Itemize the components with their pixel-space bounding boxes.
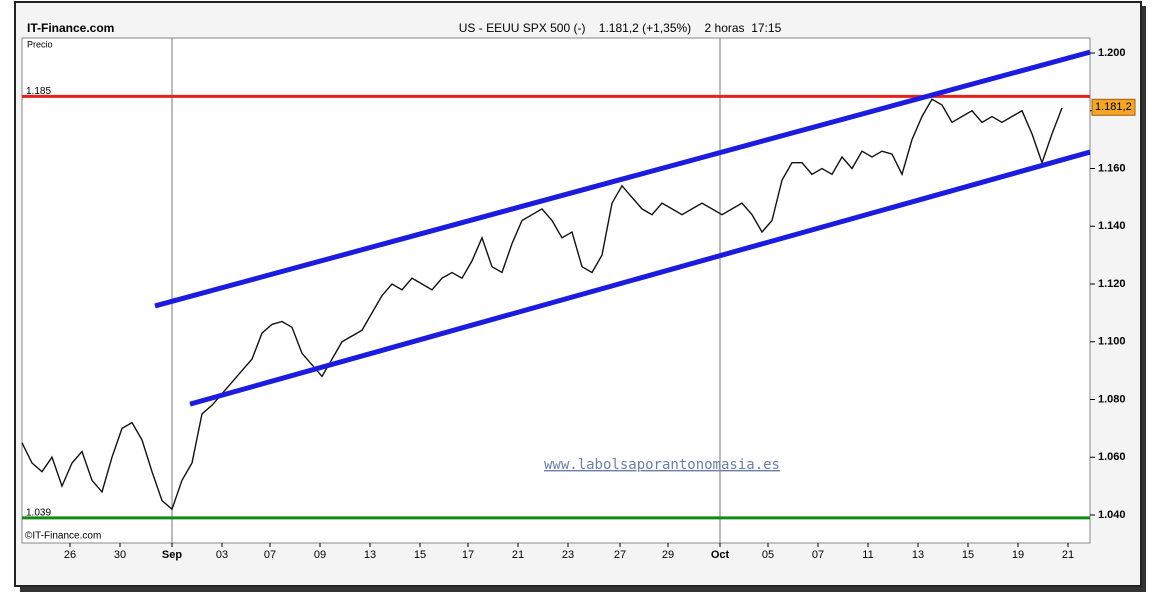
x-tick-label: 15: [962, 549, 974, 561]
level-label: 1.039: [26, 508, 51, 519]
x-tick-label: 11: [862, 549, 873, 561]
x-tick-label: 23: [562, 549, 574, 561]
y-tick-label: 1.160: [1098, 162, 1126, 174]
copyright: ©IT-Finance.com: [25, 531, 101, 542]
last-price-box: [1091, 98, 1136, 116]
chart-title: US - EEUU SPX 500 (-) 1.181,2 (+1,35%) 2…: [459, 21, 782, 35]
x-tick-label: 05: [762, 549, 774, 561]
price-line: [21, 98, 1063, 511]
x-tick-label: 21: [512, 549, 524, 561]
y-tick-label: 1.200: [1098, 47, 1126, 59]
level-label: 1.185: [26, 86, 51, 97]
x-tick-label: 07: [264, 549, 276, 561]
x-tick-label: 07: [812, 549, 824, 561]
channel-line: [154, 49, 1091, 309]
x-tick-label: 13: [364, 549, 376, 561]
y-tick-label: 1.040: [1098, 509, 1126, 521]
watermark: www.labolsaporantonomasia.es: [544, 457, 780, 473]
y-tick-label: 1.120: [1098, 278, 1126, 290]
x-tick-label: 13: [912, 549, 924, 561]
plot-area: [21, 37, 1091, 544]
x-tick-label: 19: [1012, 549, 1024, 561]
x-tick-label: 15: [414, 549, 426, 561]
x-tick-label: 09: [314, 549, 326, 561]
x-tick-label: 27: [614, 549, 626, 561]
channel-line: [189, 149, 1091, 407]
y-tick-label: 1.140: [1098, 220, 1126, 232]
y-tick-label: 1.060: [1098, 451, 1126, 463]
x-tick-label: 30: [114, 549, 126, 561]
x-tick-label: 26: [64, 549, 76, 561]
x-tick-label: 03: [216, 549, 228, 561]
x-tick-label: 29: [662, 549, 674, 561]
x-tick-label: Sep: [162, 549, 182, 561]
y-axis-label: Precio: [27, 39, 53, 49]
last-price-label: 1.181,2: [1095, 101, 1132, 113]
y-tick-label: 1.100: [1098, 336, 1126, 348]
x-tick-label: 21: [1062, 549, 1074, 561]
x-tick-label: 17: [462, 549, 474, 561]
brand: IT-Finance.com: [27, 21, 114, 35]
x-tick-label: Oct: [711, 549, 730, 561]
y-tick-label: 1.080: [1098, 393, 1126, 405]
